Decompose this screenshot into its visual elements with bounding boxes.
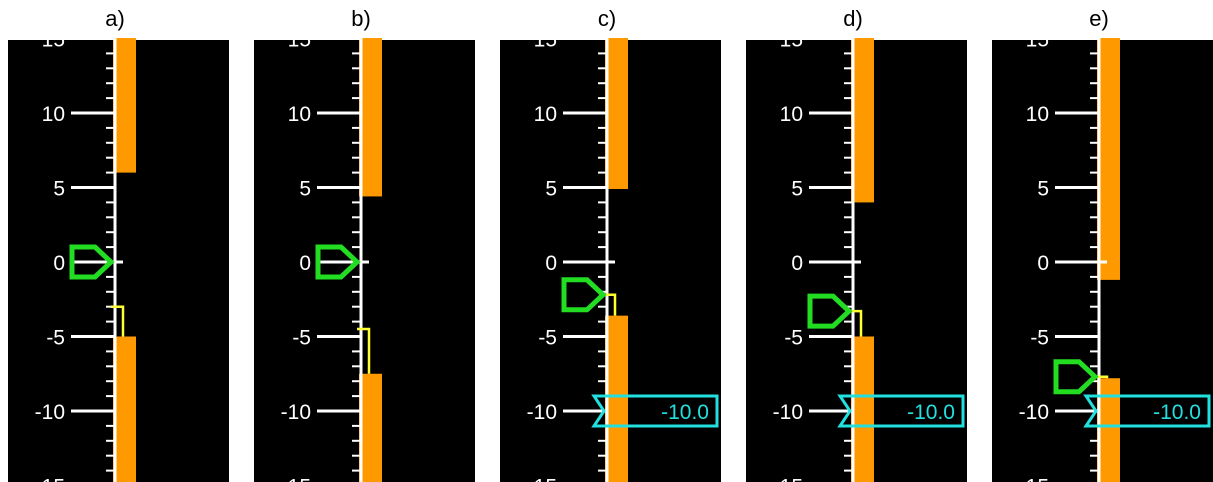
tick-label: -15 [527, 476, 557, 482]
upper-bar [359, 38, 382, 197]
lower-bar [851, 336, 874, 482]
tape-panel: -15 -10 -5 0 5 10 15 [8, 38, 229, 482]
panel-label: e) [1089, 6, 1109, 31]
tick-label: -5 [538, 327, 557, 350]
pointer-marker [69, 244, 115, 280]
tick-label: 5 [545, 178, 557, 201]
setpoint-box [1083, 394, 1211, 428]
tick-label: 15 [288, 38, 311, 52]
tick-label: -5 [46, 327, 65, 350]
tick-label: 15 [780, 38, 803, 52]
tick-label: -5 [292, 327, 311, 350]
tick-label: 0 [53, 252, 65, 275]
setpoint-label: -10.0 [1153, 401, 1201, 424]
tick-label: 0 [299, 252, 311, 275]
tick-label: -10 [35, 401, 65, 424]
tick-label: 0 [791, 252, 803, 275]
tick-label: 5 [299, 178, 311, 201]
panel-label: c) [597, 6, 617, 31]
trend-line [357, 327, 371, 374]
tick-label: 0 [545, 252, 557, 275]
pointer-marker [315, 244, 361, 280]
tick-label: -15 [1019, 476, 1049, 482]
upper-bar [851, 38, 874, 203]
upper-bar [1097, 38, 1120, 280]
upper-bar [113, 38, 136, 173]
lower-bar [605, 315, 628, 482]
tick-label: -10 [527, 401, 557, 424]
tick-label: -10 [773, 401, 803, 424]
trend-line [849, 309, 863, 337]
trend-line [111, 305, 125, 337]
tape-panel: -15 -10 -5 0 5 10 15 [254, 38, 475, 482]
tick-label: 10 [534, 103, 557, 126]
tick-label: 5 [791, 178, 803, 201]
setpoint-label: -10.0 [661, 401, 709, 424]
lower-bar [359, 373, 382, 482]
tick-label: -15 [773, 476, 803, 482]
tick-label: 15 [1026, 38, 1049, 52]
trend-line [1095, 375, 1109, 379]
tick-label: 10 [42, 103, 65, 126]
setpoint-box [837, 394, 965, 428]
tick-label: 15 [534, 38, 557, 52]
tick-label: 0 [1037, 252, 1049, 275]
panel-label: b) [351, 6, 371, 31]
tick-label: -15 [281, 476, 311, 482]
tick-label: 15 [42, 38, 65, 52]
tick-label: -10 [281, 401, 311, 424]
pointer-marker [807, 293, 853, 329]
tick-label: -15 [35, 476, 65, 482]
tape-panel: -15 -10 -5 0 5 10 15 -10.0 [992, 38, 1213, 482]
pointer-marker [1053, 359, 1099, 395]
tape-panel: -15 -10 -5 0 5 10 15 -10.0 [500, 38, 721, 482]
setpoint-label: -10.0 [907, 401, 955, 424]
tick-label: 10 [1026, 103, 1049, 126]
tick-label: 10 [288, 103, 311, 126]
tick-label: 5 [1037, 178, 1049, 201]
setpoint-box [591, 394, 719, 428]
tick-label: 10 [780, 103, 803, 126]
lower-bar [1097, 378, 1120, 482]
lower-bar [113, 336, 136, 482]
tick-label: -5 [1030, 327, 1049, 350]
trend-line [603, 293, 617, 316]
tape-panel: -15 -10 -5 0 5 10 15 -10.0 [746, 38, 967, 482]
tick-label: 5 [53, 178, 65, 201]
pointer-marker [561, 277, 607, 313]
tick-label: -5 [784, 327, 803, 350]
panel-label: a) [105, 6, 125, 31]
upper-bar [605, 38, 628, 189]
tick-label: -10 [1019, 401, 1049, 424]
panel-label: d) [843, 6, 863, 31]
